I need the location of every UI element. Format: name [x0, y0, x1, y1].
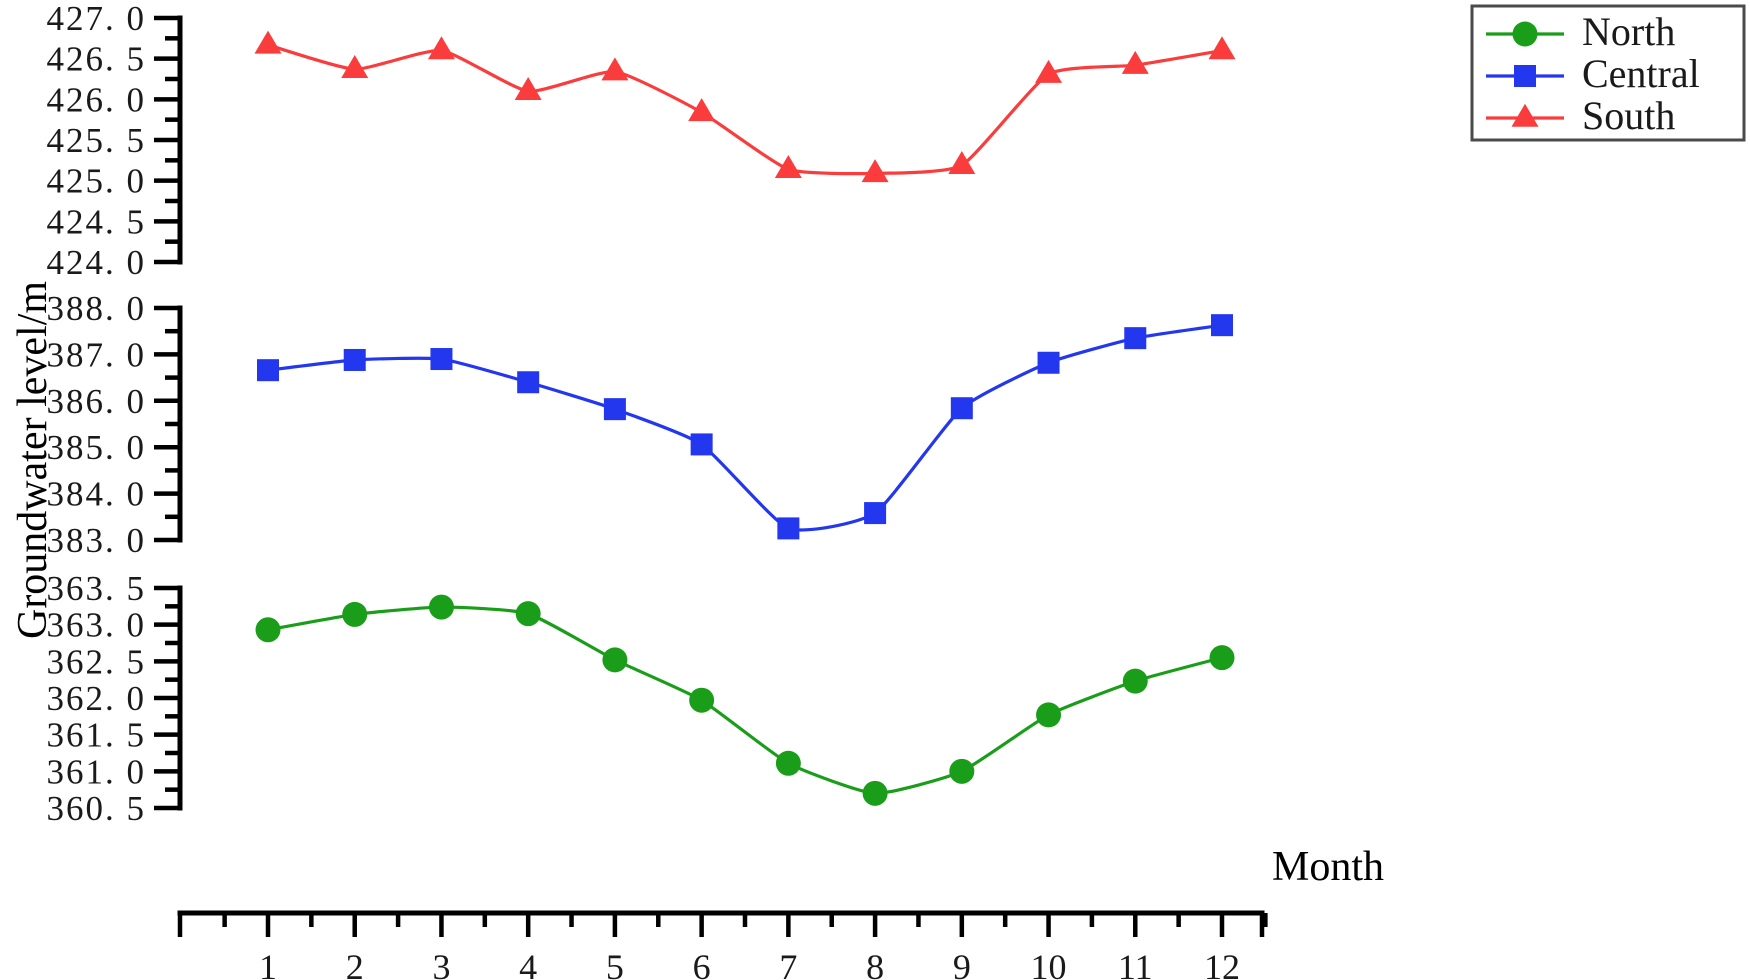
south-panel-ytick-label: 424. 0 — [47, 243, 147, 282]
legend-item-south[interactable]: South — [1486, 93, 1675, 138]
central-panel-ytick-label: 388. 0 — [47, 289, 147, 328]
data-point-central-1 — [257, 359, 279, 382]
xtick-label-6: 6 — [693, 947, 711, 980]
south-panel-ytick-label: 426. 0 — [47, 80, 147, 119]
data-point-central-7 — [777, 517, 800, 540]
series-line-central — [266, 323, 1224, 532]
data-point-north-4 — [515, 601, 541, 627]
data-point-north-6 — [689, 687, 715, 713]
north-panel-ytick-label: 361. 5 — [47, 716, 147, 755]
series-line-north — [266, 605, 1224, 795]
data-point-north-8 — [862, 780, 888, 806]
data-point-central-11 — [1124, 327, 1147, 350]
data-point-south-3 — [427, 36, 455, 60]
data-point-central-9 — [950, 397, 973, 420]
xtick-label-10: 10 — [1031, 947, 1067, 980]
data-point-south-12 — [1208, 36, 1236, 60]
data-point-south-2 — [341, 54, 369, 78]
central-panel-ytick-label: 384. 0 — [47, 475, 147, 514]
xtick-label-5: 5 — [606, 947, 624, 980]
central-panel-ytick-label: 385. 0 — [47, 428, 147, 467]
north-panel-ytick-label: 363. 0 — [47, 606, 147, 645]
legend-marker-north — [1512, 21, 1538, 47]
series-north — [255, 594, 1235, 806]
north-panel-ytick-label: 362. 5 — [47, 642, 147, 681]
legend-label-central: Central — [1582, 51, 1700, 96]
south-panel-ytick-label: 425. 0 — [47, 162, 147, 201]
xtick-label-11: 11 — [1118, 947, 1153, 980]
data-point-north-1 — [255, 617, 281, 643]
south-panel-ytick-label: 425. 5 — [47, 121, 147, 160]
data-point-central-4 — [517, 371, 540, 394]
data-point-north-12 — [1209, 645, 1235, 671]
legend-item-north[interactable]: North — [1486, 9, 1675, 54]
data-point-south-4 — [514, 76, 542, 100]
south-panel-ytick-label: 424. 5 — [47, 202, 147, 241]
legend-marker-central — [1514, 65, 1536, 87]
xtick-label-9: 9 — [953, 947, 971, 980]
xtick-label-7: 7 — [779, 947, 797, 980]
x-axis-title: Month — [1272, 844, 1384, 890]
central-panel: 383. 0 384. 0 385. 0 386. 0 387. 0 388. 0 — [47, 289, 183, 560]
central-panel-ytick-label: 386. 0 — [47, 382, 147, 421]
data-point-north-11 — [1122, 668, 1148, 694]
legend-marker-south — [1511, 103, 1539, 127]
data-point-south-7 — [774, 155, 802, 179]
series-line-south — [266, 43, 1224, 176]
data-point-central-8 — [864, 502, 887, 525]
data-point-south-8 — [861, 159, 889, 183]
central-panel-ytick-label: 383. 0 — [47, 521, 147, 560]
xtick-label-4: 4 — [519, 947, 537, 980]
xtick-label-2: 2 — [346, 947, 364, 980]
data-point-south-10 — [1035, 59, 1063, 83]
data-point-central-6 — [690, 433, 713, 456]
data-point-central-10 — [1037, 351, 1060, 374]
legend-item-central[interactable]: Central — [1486, 51, 1700, 96]
legend-label-south: South — [1582, 93, 1675, 138]
data-point-north-10 — [1036, 702, 1062, 728]
data-point-central-3 — [430, 348, 453, 371]
north-panel-ytick-label: 360. 5 — [47, 789, 147, 828]
x-axis: 1 2 3 4 5 6 7 8 9 10 11 12 — [177, 910, 1268, 980]
xtick-label-1: 1 — [259, 947, 277, 980]
xtick-label-8: 8 — [866, 947, 884, 980]
data-point-south-9 — [948, 150, 976, 174]
data-point-south-6 — [688, 98, 716, 122]
data-point-north-5 — [602, 647, 628, 673]
data-point-north-3 — [428, 594, 454, 620]
south-panel-ytick-label: 427. 0 — [47, 0, 147, 38]
series-central — [257, 314, 1233, 540]
data-point-central-2 — [343, 348, 366, 371]
north-panel-ytick-label: 362. 0 — [47, 679, 147, 718]
data-point-central-5 — [603, 398, 626, 421]
xtick-label-12: 12 — [1204, 947, 1240, 980]
south-panel-ytick-label: 426. 5 — [47, 40, 147, 79]
data-point-north-2 — [342, 601, 368, 627]
legend-label-north: North — [1582, 9, 1675, 54]
north-panel-ytick-label: 363. 5 — [47, 569, 147, 608]
y-axis-title: Groundwater level/m — [10, 281, 56, 639]
north-panel-ytick-label: 361. 0 — [47, 752, 147, 791]
data-point-south-5 — [601, 57, 629, 81]
data-point-south-11 — [1121, 50, 1149, 74]
data-point-south-1 — [254, 30, 282, 54]
data-point-north-7 — [775, 750, 801, 776]
data-point-north-9 — [949, 758, 975, 784]
xtick-label-3: 3 — [432, 947, 450, 980]
central-panel-ytick-label: 387. 0 — [47, 335, 147, 374]
data-point-central-12 — [1211, 314, 1233, 337]
series-south — [254, 30, 1236, 183]
